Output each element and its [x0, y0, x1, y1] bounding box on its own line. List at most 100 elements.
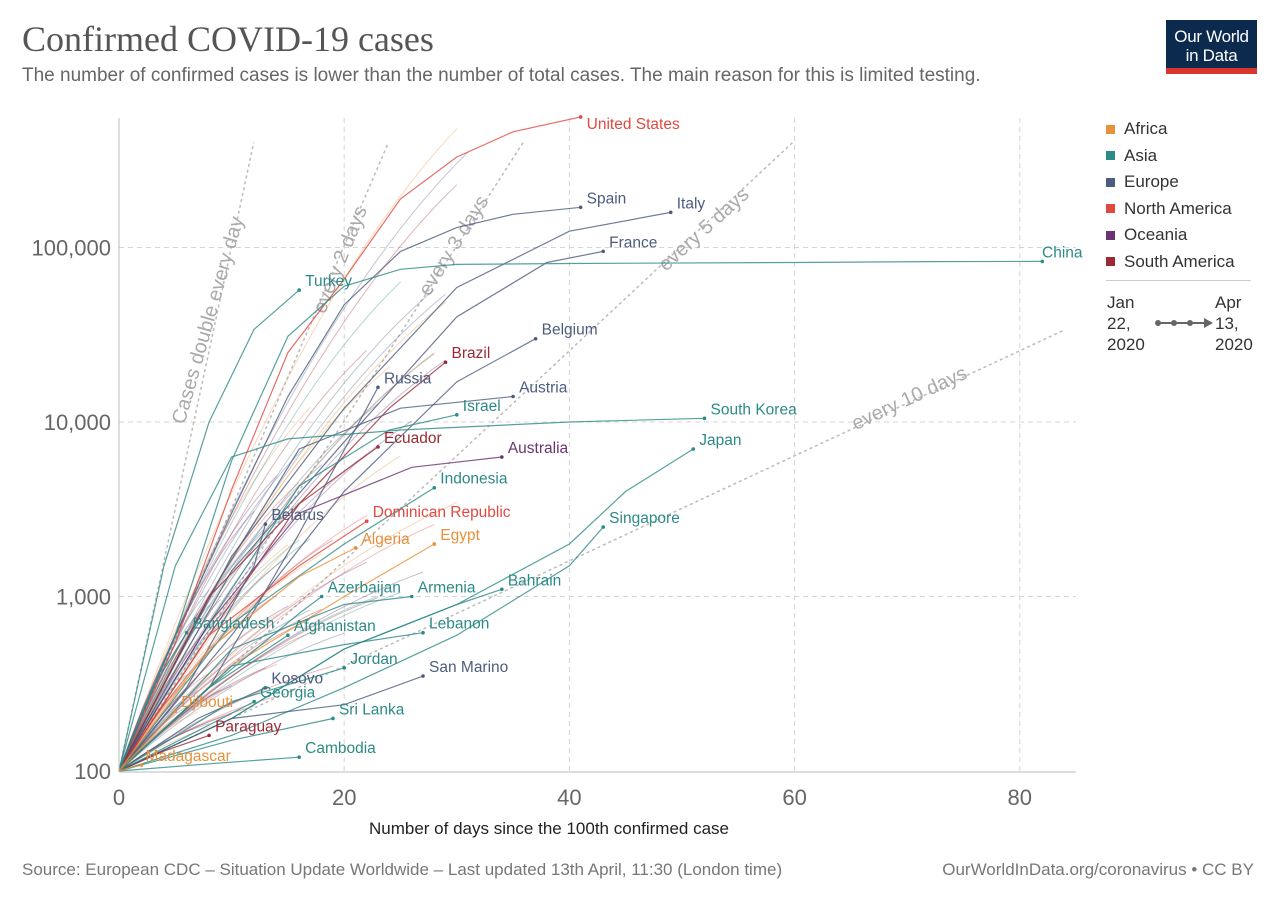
- series-endpoint: [376, 445, 380, 449]
- axes: 100 1,000 10,000 100,000 0 20 40 60 80 Number of …: [31, 118, 1076, 838]
- background-series-line: [118, 289, 435, 772]
- series-label: Algeria: [361, 531, 410, 548]
- series-label: Indonesia: [440, 471, 508, 488]
- background-series-line: [118, 455, 401, 772]
- owid-logo[interactable]: Our World in Data: [1166, 20, 1257, 74]
- series-endpoint: [364, 519, 369, 524]
- reference-line-label: every 3 days: [415, 192, 494, 300]
- x-tick-label: 20: [332, 785, 356, 810]
- series-line: [118, 446, 379, 772]
- series-label: China: [1042, 244, 1083, 261]
- series-label: Paraguay: [215, 718, 282, 735]
- series-endpoint: [511, 394, 515, 399]
- series-label: Japan: [699, 432, 741, 449]
- series-label: Dominican Republic: [373, 504, 511, 521]
- series-endpoint: [409, 594, 414, 599]
- legend-label: South America: [1124, 251, 1235, 271]
- series-line: [118, 520, 368, 772]
- series-line: [118, 206, 581, 772]
- series-line: [118, 456, 502, 772]
- timeline-end[interactable]: Apr 13, 2020: [1215, 293, 1253, 354]
- series-endpoint: [286, 633, 290, 638]
- series-label: San Marino: [429, 659, 508, 676]
- series-line: [118, 417, 705, 772]
- background-series-line: [118, 481, 300, 772]
- series-line: [118, 764, 142, 772]
- legend-item[interactable]: Europe: [1106, 169, 1235, 196]
- series-endpoint: [173, 709, 178, 714]
- series-endpoint: [331, 716, 335, 721]
- series-label: South Korea: [711, 401, 798, 418]
- series-label: Madagascar: [146, 748, 231, 765]
- y-tick-label: 10,000: [44, 410, 111, 435]
- legend-swatch: [1106, 177, 1115, 187]
- series-endpoint: [578, 115, 583, 119]
- logo-line-1: Our World: [1174, 27, 1249, 46]
- series-label: Lebanon: [429, 616, 489, 633]
- series-endpoint: [443, 360, 448, 365]
- series-endpoint: [668, 210, 673, 215]
- series-label: Sri Lanka: [339, 701, 405, 718]
- series-label: Afghanistan: [294, 618, 376, 635]
- background-series-line: [118, 632, 345, 772]
- series-endpoint: [263, 522, 268, 526]
- series-labels: United States Spain Italy France China Turkey…: [146, 116, 1083, 765]
- credit-link[interactable]: OurWorldInData.org/coronavirus • CC BY: [942, 860, 1254, 879]
- source-note[interactable]: Source: European CDC – Situation Update …: [22, 860, 783, 879]
- series-line: [118, 526, 604, 772]
- series-lines: [118, 115, 1045, 772]
- series-label: Armenia: [418, 580, 476, 597]
- legend-swatch: [1106, 257, 1115, 267]
- series-label: Cambodia: [305, 740, 376, 757]
- series-endpoint: [297, 288, 301, 292]
- series-label: Spain: [587, 190, 627, 207]
- series-endpoint: [139, 763, 144, 767]
- y-tick-label: 100,000: [31, 236, 111, 261]
- series-line: [118, 710, 176, 772]
- legend-item[interactable]: Africa: [1106, 116, 1235, 143]
- series-label: Israel: [463, 398, 501, 415]
- series-label: Georgia: [260, 685, 316, 702]
- series-endpoint: [500, 587, 504, 592]
- legend-swatch: [1106, 230, 1115, 240]
- series-line: [118, 260, 1043, 772]
- legend-item[interactable]: North America: [1106, 196, 1235, 223]
- series-endpoint: [432, 485, 437, 490]
- series-label: France: [609, 234, 657, 251]
- legend-swatch: [1106, 204, 1115, 214]
- legend-item[interactable]: Asia: [1106, 143, 1235, 170]
- series-endpoint: [376, 385, 380, 390]
- background-series-line: [118, 366, 390, 772]
- series-endpoint: [184, 630, 189, 635]
- series-endpoint: [601, 249, 605, 254]
- series-endpoint: [297, 755, 301, 759]
- doubling-reference-lines: Cases double every day every 2 days every …: [118, 141, 1066, 772]
- y-tick-label: 1,000: [56, 585, 111, 610]
- chart-subtitle: The number of confirmed cases is lower t…: [22, 65, 981, 86]
- reference-line-label: every 10 days: [848, 362, 970, 435]
- series-endpoint: [263, 685, 268, 690]
- background-series-line: [118, 592, 401, 772]
- timeline-start[interactable]: Jan 22, 2020: [1107, 293, 1145, 354]
- series-endpoint: [578, 205, 583, 210]
- background-series-line: [118, 627, 322, 772]
- legend-item[interactable]: South America: [1106, 249, 1235, 276]
- legend-divider: [1106, 280, 1251, 281]
- background-series-line: [118, 352, 435, 772]
- background-series-line: [118, 571, 424, 772]
- legend-label: Asia: [1124, 145, 1158, 165]
- legend-label: North America: [1124, 198, 1232, 218]
- timeline-slider[interactable]: [1152, 316, 1214, 330]
- series-endpoint: [432, 542, 437, 546]
- series-endpoint: [342, 666, 347, 670]
- series-label: Belgium: [542, 322, 598, 339]
- series-label: Turkey: [305, 273, 352, 290]
- background-series-line: [118, 353, 435, 772]
- series-label: Singapore: [609, 510, 680, 527]
- series-label: Austria: [519, 380, 568, 397]
- legend-label: Europe: [1124, 172, 1179, 192]
- legend: Africa Asia Europe North America Oceania Sout…: [1106, 116, 1235, 275]
- legend-item[interactable]: Oceania: [1106, 222, 1235, 249]
- series-line: [118, 547, 356, 772]
